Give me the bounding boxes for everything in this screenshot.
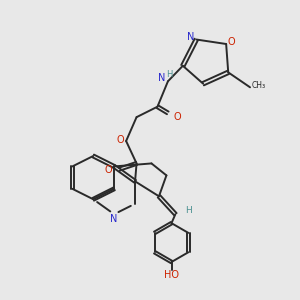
Text: H: H [166,70,172,79]
Text: N: N [158,73,165,83]
Text: O: O [173,112,181,122]
Text: O: O [105,165,112,175]
Text: CH₃: CH₃ [251,81,266,90]
Text: H: H [185,206,192,215]
Text: N: N [110,214,117,224]
Text: O: O [116,134,124,145]
Text: O: O [228,38,235,47]
Text: N: N [187,32,195,42]
Text: HO: HO [164,269,179,280]
